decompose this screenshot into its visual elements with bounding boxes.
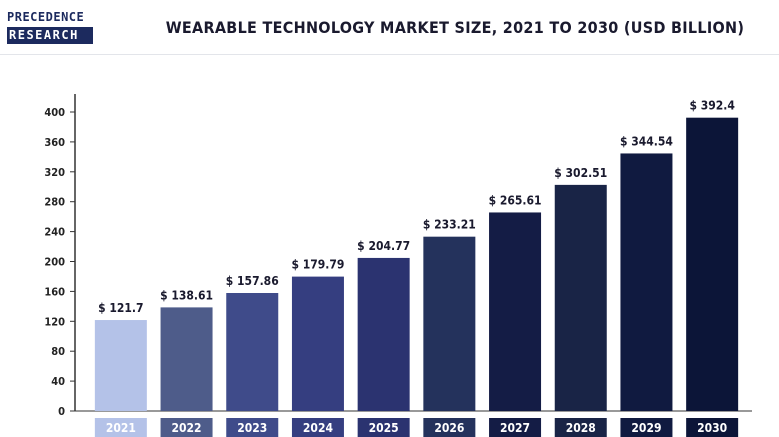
bar-2023 bbox=[226, 292, 279, 411]
header-divider bbox=[0, 54, 779, 55]
data-labels: $ 121.7 $ 138.61 $ 157.86 $ 179.79 $ 204.77 $… bbox=[98, 99, 735, 315]
y-tick-label: 280 bbox=[44, 196, 65, 209]
bar-2022 bbox=[160, 307, 213, 411]
data-label-2025: $ 204.77 bbox=[357, 239, 410, 253]
y-tick-label: 160 bbox=[44, 285, 65, 298]
category-band-2024 bbox=[291, 418, 344, 437]
data-label-2027: $ 265.61 bbox=[489, 193, 542, 207]
category-label-2028: 2028 bbox=[566, 421, 596, 435]
y-tick-label: 200 bbox=[44, 256, 65, 269]
x-axis-categories: 2021 2022 2023 2024 2025 2026 2027 2028 2029 2030 bbox=[94, 418, 739, 437]
data-label-2024: $ 179.79 bbox=[291, 258, 344, 272]
data-label-2028: $ 302.51 bbox=[554, 166, 607, 180]
brand-logo-line1: PRECEDENCE bbox=[7, 10, 85, 24]
category-band-2021 bbox=[94, 418, 147, 437]
data-label-2029: $ 344.54 bbox=[620, 134, 673, 148]
category-band-2028 bbox=[554, 418, 607, 437]
y-tick-label: 240 bbox=[44, 226, 65, 239]
data-label-2030: $ 392.4 bbox=[689, 99, 735, 113]
brand-logo: PRECEDENCE RESEARCH bbox=[7, 8, 93, 44]
chart-title: WEARABLE TECHNOLOGY MARKET SIZE, 2021 TO… bbox=[165, 18, 745, 37]
y-tick-label: 120 bbox=[44, 315, 65, 328]
y-tick-label: 320 bbox=[44, 166, 65, 179]
category-label-2030: 2030 bbox=[697, 421, 727, 435]
category-label-2029: 2029 bbox=[631, 421, 661, 435]
category-band-2023 bbox=[226, 418, 279, 437]
category-label-2021: 2021 bbox=[106, 421, 136, 435]
category-band-2027 bbox=[489, 418, 542, 437]
bar-2024 bbox=[291, 276, 344, 411]
category-label-2025: 2025 bbox=[369, 421, 399, 435]
category-band-2025 bbox=[357, 418, 410, 437]
data-label-2021: $ 121.7 bbox=[98, 301, 143, 315]
category-band-2030 bbox=[686, 418, 739, 437]
category-label-2023: 2023 bbox=[237, 421, 267, 435]
bar-2030 bbox=[686, 117, 739, 411]
y-tick-label: 400 bbox=[44, 106, 65, 119]
bars bbox=[94, 117, 739, 411]
category-band-2026 bbox=[423, 418, 476, 437]
y-tick-label: 80 bbox=[51, 345, 65, 358]
bar-2021 bbox=[94, 320, 147, 411]
category-label-2022: 2022 bbox=[172, 421, 202, 435]
data-label-2026: $ 233.21 bbox=[423, 218, 476, 232]
category-label-2024: 2024 bbox=[303, 421, 334, 435]
bar-2026 bbox=[423, 236, 476, 411]
y-axis: 0 40 80 120 160 200 240 280 320 360 400 bbox=[44, 94, 752, 418]
bar-2025 bbox=[357, 257, 410, 411]
category-label-2026: 2026 bbox=[434, 421, 464, 435]
y-tick-label: 40 bbox=[51, 375, 65, 388]
bar-2029 bbox=[620, 153, 673, 411]
y-tick-label: 360 bbox=[44, 136, 65, 149]
category-band-2029 bbox=[620, 418, 673, 437]
brand-logo-line2: RESEARCH bbox=[7, 27, 93, 44]
category-band-2022 bbox=[160, 418, 213, 437]
data-label-2022: $ 138.61 bbox=[160, 288, 213, 302]
bar-2027 bbox=[489, 212, 542, 411]
y-tick-label: 0 bbox=[58, 405, 65, 418]
category-label-2027: 2027 bbox=[500, 421, 530, 435]
bar-2028 bbox=[554, 184, 607, 411]
data-label-2023: $ 157.86 bbox=[226, 274, 279, 288]
